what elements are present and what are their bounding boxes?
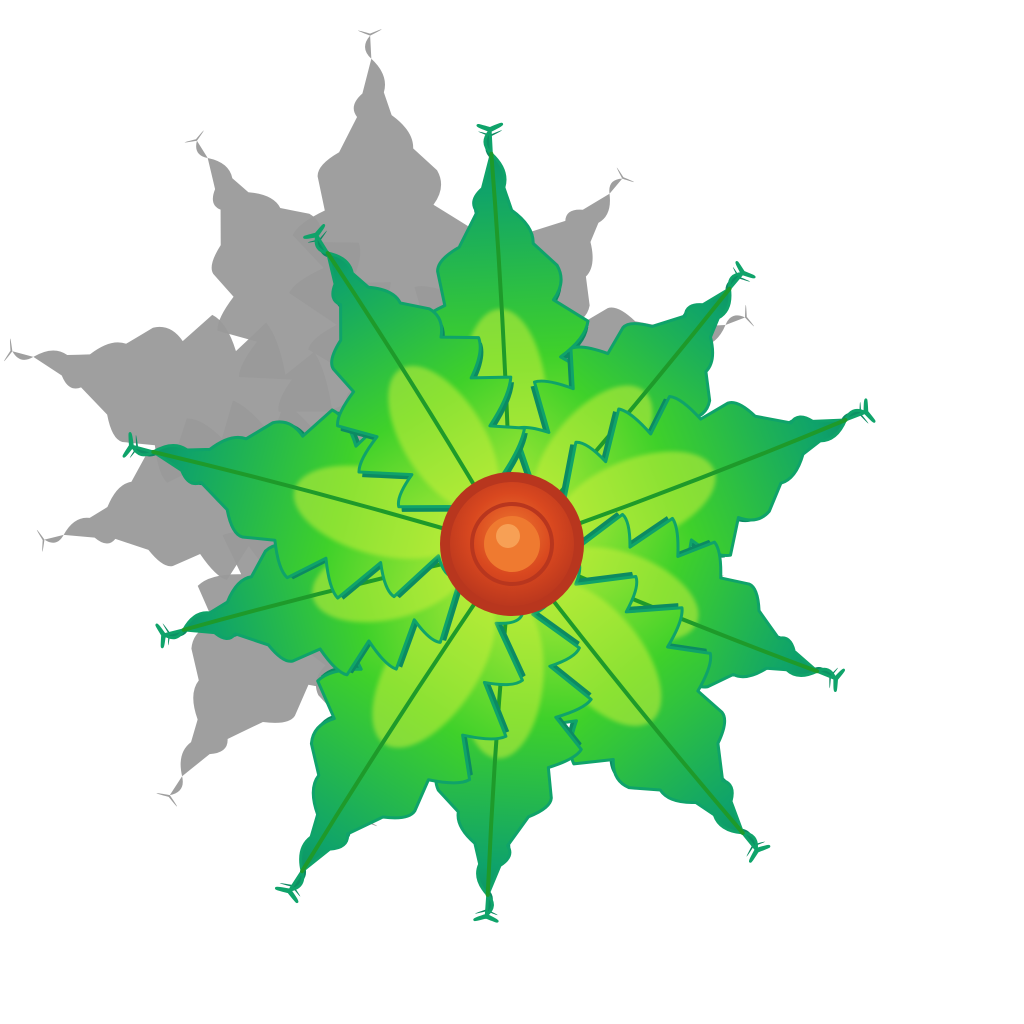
center-ring [470,502,554,586]
flower-center [440,472,584,616]
leaf-vein [300,562,504,874]
leaf-cluster [122,122,876,923]
center-highlight [496,524,520,548]
fern-leaf [501,541,771,863]
fern-leaf [122,408,518,600]
fern-leaf [303,224,529,554]
fern-leaf [274,542,528,904]
